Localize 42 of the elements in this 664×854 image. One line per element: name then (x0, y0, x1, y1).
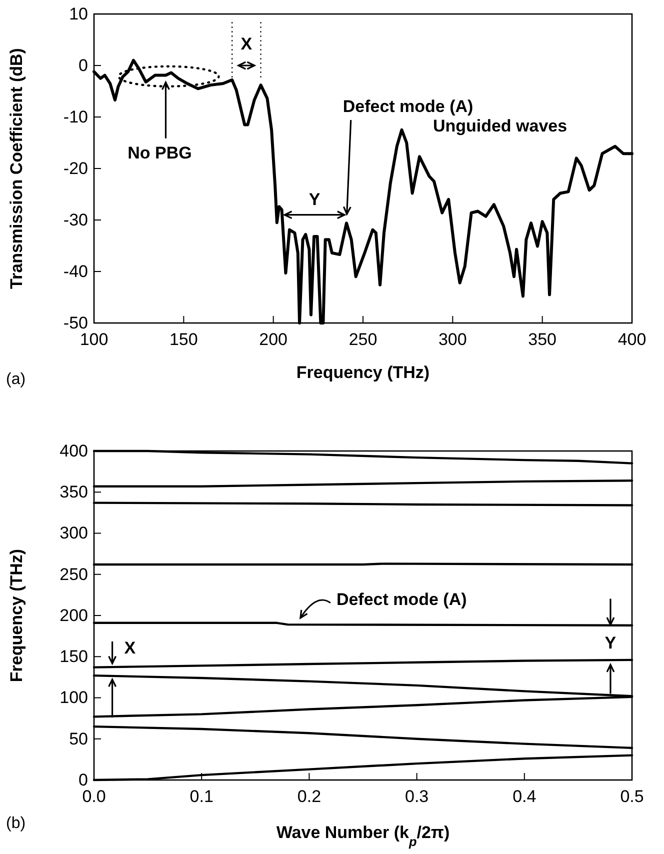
y-axis-title: Frequency (THz) (7, 548, 26, 682)
text: (a) (6, 371, 26, 388)
y-axis-title: Transmission Coefficient (dB) (7, 48, 26, 289)
x-tick-label: 0.4 (512, 787, 536, 806)
y-tick-label: 0 (78, 56, 88, 75)
y-tick-label: -50 (63, 313, 88, 332)
annotation: Y (308, 190, 321, 209)
annotation: Defect mode (A) (342, 97, 474, 116)
x-tick-label: 400 (618, 330, 646, 350)
y-tick-label: 200 (60, 606, 88, 625)
x-tick-label: 0.5 (620, 787, 644, 806)
x-tick-label: 300 (438, 330, 467, 350)
x-axis-title: Frequency (THz) (296, 363, 430, 382)
text: (b) (6, 815, 26, 832)
y-tick-label: 350 (60, 482, 88, 502)
x-tick-label: 0.3 (404, 787, 429, 806)
y-tick-label: 300 (60, 524, 88, 543)
y-tick-label: -30 (63, 210, 88, 230)
y-tick-label: -20 (63, 158, 88, 178)
annotation: Defect mode (A) (336, 590, 467, 609)
x-tick-label: 0.0 (82, 787, 106, 806)
annotation: X (240, 34, 253, 54)
x-tick-label: 0.1 (190, 787, 214, 806)
x-tick-label: 350 (528, 330, 557, 350)
y-tick-label: 0 (78, 770, 88, 790)
y-tick-label: 150 (60, 647, 88, 666)
y-tick-label: -40 (63, 262, 88, 281)
y-tick-label: 10 (69, 4, 88, 24)
y-tick-label: 100 (60, 688, 88, 708)
y-tick-label: 250 (60, 564, 88, 584)
x-tick-label: 250 (348, 330, 378, 350)
annotation: No PBG (128, 143, 192, 162)
y-tick-label: 400 (60, 441, 88, 460)
y-tick-label: 50 (69, 729, 88, 748)
annotation: Unguided waves (432, 116, 568, 136)
annotation: Y (604, 634, 617, 653)
annotation: X (124, 638, 136, 658)
x-axis-title: Wave Number (k$_{p}$/2π) (276, 823, 450, 848)
x-tick-label: 150 (169, 330, 198, 350)
y-tick-label: -10 (63, 107, 88, 126)
x-tick-label: 200 (259, 330, 288, 350)
x-tick-label: 0.2 (297, 787, 322, 806)
